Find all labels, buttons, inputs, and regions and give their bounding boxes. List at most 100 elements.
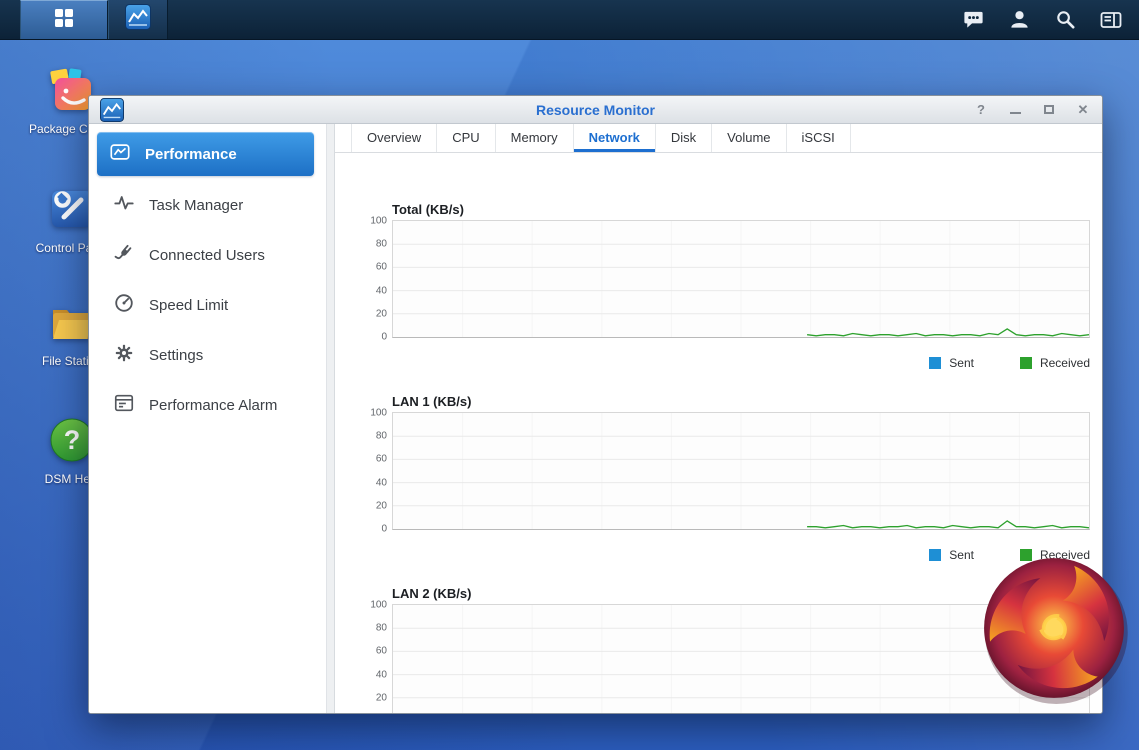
y-axis-tick: 80: [375, 430, 387, 442]
y-axis-tick: 40: [375, 285, 387, 297]
window-titlebar[interactable]: Resource Monitor ? ✕: [89, 96, 1102, 124]
chart-title: LAN 2 (KB/s): [392, 586, 472, 601]
desktop-icon-label: File Station: [41, 354, 103, 368]
maximize-button[interactable]: [1042, 103, 1056, 117]
speed-limit-icon: [113, 292, 135, 318]
desktop-icon-dsm-help[interactable]: ? DSM Help: [26, 416, 118, 486]
legend-item-sent[interactable]: Sent: [929, 548, 974, 562]
maximize-icon: [1044, 105, 1054, 114]
close-button[interactable]: ✕: [1077, 102, 1089, 117]
sidebar-item-label: Performance: [145, 145, 237, 163]
sidebar-item-task-manager[interactable]: Task Manager: [89, 180, 326, 230]
legend-label: Received: [1039, 548, 1090, 562]
chart-legend: Sent Received: [392, 548, 1090, 562]
resource-monitor-window: Resource Monitor ? ✕ Performan: [88, 95, 1103, 714]
total-chart-plot: 0 20 40 60 80 100: [370, 216, 1090, 343]
file-station-icon: [48, 310, 96, 350]
sidebar-item-performance-alarm[interactable]: Performance Alarm: [89, 380, 326, 430]
line-chart-icon: [125, 4, 151, 35]
tab-iscsi[interactable]: iSCSI: [787, 124, 851, 152]
legend-label: Sent: [949, 548, 974, 562]
charts-area: Total (KB/s) 0 20 40 60 80 100 Sent Received: [335, 153, 1102, 713]
desktop-icon-label: DSM Help: [44, 472, 100, 486]
tab-memory[interactable]: Memory: [496, 124, 574, 152]
package-center-icon: [48, 68, 96, 118]
search-icon[interactable]: [1053, 8, 1077, 32]
chart-canvas: [393, 413, 1089, 529]
sidebar-item-settings[interactable]: Settings: [89, 330, 326, 380]
window-title: Resource Monitor: [535, 101, 655, 118]
y-axis-tick: 100: [370, 599, 387, 611]
sidebar-item-label: Speed Limit: [149, 296, 229, 314]
y-axis-tick: 80: [375, 238, 387, 250]
sent-swatch: [929, 549, 942, 561]
taskbar-app-resource-monitor[interactable]: [108, 0, 168, 39]
chart-legend: Sent Received: [392, 356, 1090, 370]
help-button[interactable]: ?: [977, 102, 985, 117]
apps-grid-icon: [52, 6, 76, 35]
chart-canvas: [393, 605, 1089, 713]
y-axis-tick: 80: [375, 622, 387, 634]
chat-bubble-icon[interactable]: [961, 8, 985, 32]
legend-label: Sent: [949, 356, 974, 370]
widgets-icon[interactable]: [1099, 8, 1123, 32]
chart-title: Total (KB/s): [392, 202, 464, 217]
chart-title: LAN 1 (KB/s): [392, 394, 472, 409]
legend-item-received[interactable]: Received: [1019, 356, 1090, 370]
sidebar-item-connected-users[interactable]: Connected Users: [89, 230, 326, 280]
minimize-button[interactable]: [1008, 103, 1022, 117]
received-swatch: [1019, 357, 1032, 369]
tab-disk[interactable]: Disk: [656, 124, 713, 152]
lan1-chart-plot: 0 20 40 60 80 100: [370, 408, 1090, 535]
sidebar: Performance Task Manager: [89, 124, 326, 713]
window-controls: ? ✕: [974, 96, 1090, 123]
received-swatch: [1019, 549, 1032, 561]
tab-overview[interactable]: Overview: [351, 124, 438, 152]
tab-bar: Overview CPU Memory Network Disk Volume …: [335, 124, 1102, 153]
lan1-chart: LAN 1 (KB/s) 0 20 40 60 80 100 Sent Received: [370, 394, 1102, 562]
performance-alarm-icon: [113, 392, 135, 418]
chart-canvas: [393, 221, 1089, 337]
main-menu-button[interactable]: [20, 0, 108, 39]
minimize-icon: [1009, 111, 1021, 114]
tab-network[interactable]: Network: [574, 124, 656, 152]
sidebar-item-speed-limit[interactable]: Speed Limit: [89, 280, 326, 330]
settings-gear-icon: [113, 342, 135, 368]
y-axis-tick: 100: [370, 407, 387, 419]
tab-cpu[interactable]: CPU: [437, 124, 496, 152]
performance-chart-icon: [109, 141, 131, 167]
taskbar-spacer: [168, 0, 961, 39]
sidebar-item-performance[interactable]: Performance: [97, 132, 314, 176]
legend-label: Received: [1039, 356, 1090, 370]
y-axis-tick: 20: [375, 692, 387, 704]
connected-users-icon: [113, 242, 135, 268]
user-icon[interactable]: [1007, 8, 1031, 32]
content-scrollbar[interactable]: [326, 124, 335, 713]
taskbar: [0, 0, 1139, 40]
desktop-icon-file-station[interactable]: File Station: [26, 298, 118, 368]
y-axis-tick: 20: [375, 308, 387, 320]
desktop: Package Center Control Panel File Statio…: [0, 40, 1139, 750]
total-chart: Total (KB/s) 0 20 40 60 80 100 Sent Received: [370, 202, 1102, 370]
y-axis-tick: 40: [375, 477, 387, 489]
legend-item-sent[interactable]: Sent: [929, 356, 974, 370]
tab-volume[interactable]: Volume: [712, 124, 787, 152]
legend-item-received[interactable]: Received: [1019, 548, 1090, 562]
svg-text:?: ?: [64, 425, 81, 455]
y-axis-tick: 20: [375, 500, 387, 512]
sidebar-item-label: Performance Alarm: [149, 396, 278, 414]
system-tray: [961, 0, 1139, 39]
sidebar-item-label: Task Manager: [149, 196, 244, 214]
y-axis-tick: 100: [370, 215, 387, 227]
task-manager-icon: [113, 192, 135, 218]
sent-swatch: [929, 357, 942, 369]
y-axis-tick: 60: [375, 261, 387, 273]
y-axis-tick: 60: [375, 645, 387, 657]
sidebar-item-label: Connected Users: [149, 246, 265, 264]
control-panel-icon: [48, 191, 96, 237]
y-axis-tick: 0: [381, 523, 387, 535]
dsm-help-icon: ?: [48, 418, 96, 468]
y-axis-tick: 40: [375, 669, 387, 681]
